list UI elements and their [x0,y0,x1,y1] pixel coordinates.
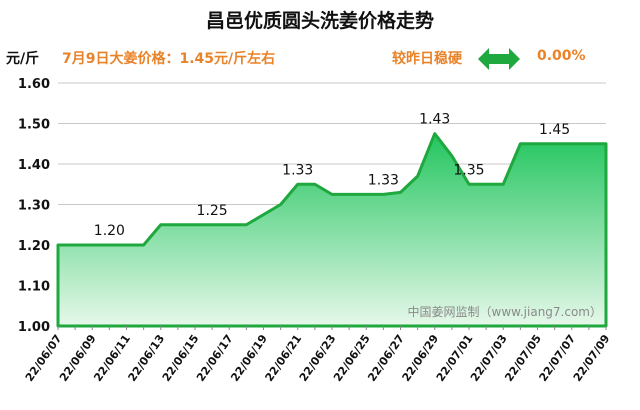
price-note: 7月9日大姜价格：1.45元/斤左右 [62,51,276,67]
series-line [56,132,608,328]
x-axis: 22/06/0722/06/0922/06/1122/06/1322/06/15… [23,326,612,384]
y-axis: 1.00 1.10 1.20 1.30 1.40 1.50 1.60 [18,77,50,335]
chart-title: 昌邑优质圆头洗姜价格走势 [205,10,434,32]
watermark: 中国姜网监制（www.jiang7.com） [408,304,602,319]
trend-label: 较昨日稳硬 [392,51,462,67]
data-label: 1.20 [94,223,125,239]
y-tick-label: 1.60 [18,77,50,92]
change-percent: 0.00% [537,48,586,64]
area-fill [58,133,606,326]
double-arrow-icon [478,48,520,70]
data-label: 1.33 [368,172,399,188]
data-label: 1.33 [282,162,313,178]
data-label: 1.35 [453,162,484,178]
data-label: 1.45 [539,122,570,138]
y-tick-label: 1.50 [18,118,50,133]
unit-label: 元/斤 [6,51,40,67]
y-tick-label: 1.00 [18,320,50,335]
y-tick-label: 1.40 [18,158,50,173]
data-labels: 1.20 1.25 1.33 1.33 1.43 1.35 1.45 [94,112,570,239]
y-tick-label: 1.20 [18,239,50,254]
data-label: 1.25 [197,203,228,219]
y-tick-label: 1.10 [18,280,50,295]
data-label: 1.43 [419,112,450,128]
y-tick-label: 1.30 [18,199,50,214]
area-series [56,132,608,328]
